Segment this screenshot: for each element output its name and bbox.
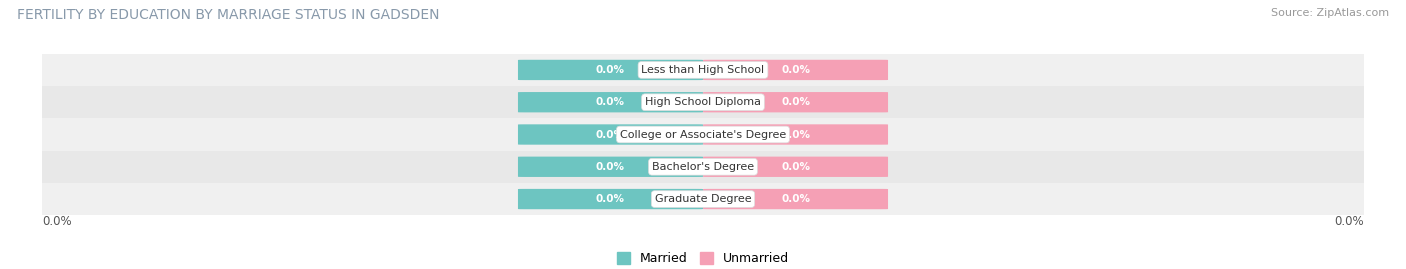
Text: High School Diploma: High School Diploma [645, 97, 761, 107]
Bar [42, 151, 1364, 183]
Text: Bachelor's Degree: Bachelor's Degree [652, 162, 754, 172]
FancyBboxPatch shape [703, 92, 889, 112]
Text: 0.0%: 0.0% [780, 162, 810, 172]
Text: 0.0%: 0.0% [596, 162, 626, 172]
Text: 0.0%: 0.0% [780, 194, 810, 204]
Bar [42, 118, 1364, 151]
FancyBboxPatch shape [703, 157, 889, 177]
FancyBboxPatch shape [517, 124, 703, 145]
Text: 0.0%: 0.0% [780, 129, 810, 140]
Text: 0.0%: 0.0% [780, 65, 810, 75]
Text: 0.0%: 0.0% [596, 194, 626, 204]
Text: Source: ZipAtlas.com: Source: ZipAtlas.com [1271, 8, 1389, 18]
Text: 0.0%: 0.0% [1334, 215, 1364, 228]
Text: 0.0%: 0.0% [42, 215, 72, 228]
Bar [42, 86, 1364, 118]
FancyBboxPatch shape [517, 189, 703, 209]
Text: College or Associate's Degree: College or Associate's Degree [620, 129, 786, 140]
FancyBboxPatch shape [703, 189, 889, 209]
Bar [42, 54, 1364, 86]
Text: Graduate Degree: Graduate Degree [655, 194, 751, 204]
Text: Less than High School: Less than High School [641, 65, 765, 75]
Text: 0.0%: 0.0% [596, 129, 626, 140]
Text: FERTILITY BY EDUCATION BY MARRIAGE STATUS IN GADSDEN: FERTILITY BY EDUCATION BY MARRIAGE STATU… [17, 8, 439, 22]
Text: 0.0%: 0.0% [596, 65, 626, 75]
FancyBboxPatch shape [703, 124, 889, 145]
FancyBboxPatch shape [517, 92, 703, 112]
Text: 0.0%: 0.0% [596, 97, 626, 107]
FancyBboxPatch shape [517, 60, 703, 80]
Text: 0.0%: 0.0% [780, 97, 810, 107]
Legend: Married, Unmarried: Married, Unmarried [612, 247, 794, 269]
FancyBboxPatch shape [517, 157, 703, 177]
FancyBboxPatch shape [703, 60, 889, 80]
Bar [42, 183, 1364, 215]
